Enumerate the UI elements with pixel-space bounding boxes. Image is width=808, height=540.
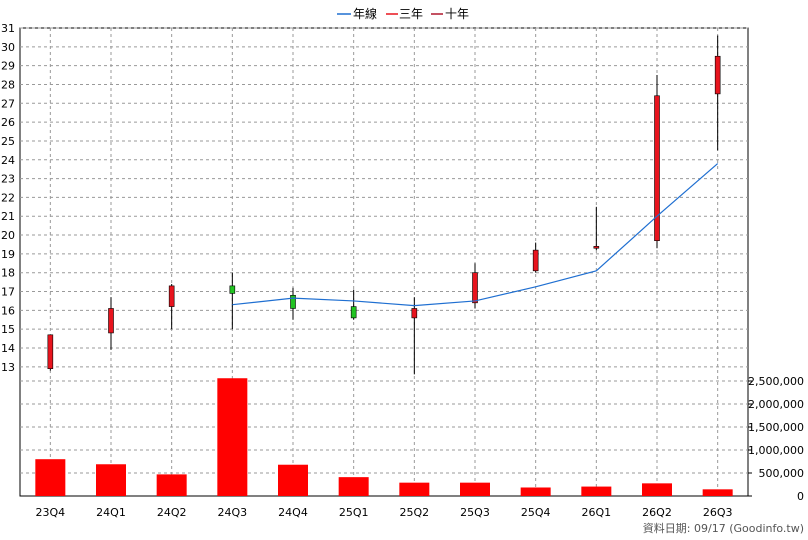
volume-bar	[460, 482, 490, 496]
x-tick-label: 24Q4	[278, 506, 308, 519]
price-tick-label: 21	[1, 210, 15, 223]
volume-bar	[338, 477, 369, 496]
price-tick-label: 30	[1, 41, 15, 54]
x-axis-ticks: 23Q4 24Q1 24Q2 24Q3 24Q4 25Q1 25Q2 25Q3 25Q4 26Q1…	[36, 506, 733, 519]
volume-bar	[399, 482, 430, 496]
x-tick-label: 25Q4	[521, 506, 551, 519]
x-tick-label: 25Q2	[400, 506, 430, 519]
price-tick-label: 23	[1, 173, 15, 186]
volume-tick-label: 0	[797, 490, 804, 503]
candle-body	[472, 272, 478, 304]
volume-tick-label: 2,000,000	[748, 398, 804, 411]
candle-body	[290, 294, 296, 309]
x-tick-label: 23Q4	[36, 506, 66, 519]
candle-body	[532, 249, 539, 272]
x-tick-label: 26Q2	[642, 506, 672, 519]
plot-frame	[19, 27, 749, 497]
x-tick-label: 25Q1	[339, 506, 369, 519]
price-tick-label: 16	[1, 304, 15, 317]
legend-label-three-year: 三年	[399, 7, 423, 21]
price-tick-label: 20	[1, 229, 15, 242]
candle-body	[714, 55, 721, 95]
volume-tick-label: 1,000,000	[748, 444, 804, 457]
annual-line-series	[232, 163, 719, 307]
volume-bar	[217, 378, 248, 496]
volume-bar	[642, 483, 672, 496]
price-tick-label: 25	[1, 135, 15, 148]
data-date-footer: 資料日期: 09/17 (Goodinfo.tw)	[643, 521, 804, 535]
volume-bar	[702, 489, 733, 496]
price-tick-label: 28	[1, 78, 15, 91]
candle-body	[229, 285, 236, 294]
price-tick-label: 17	[1, 286, 15, 299]
volume-bars	[35, 378, 733, 496]
price-tick-label: 26	[1, 116, 15, 129]
x-tick-label: 24Q1	[96, 506, 126, 519]
price-tick-label: 22	[1, 191, 15, 204]
price-tick-label: 13	[1, 361, 15, 374]
price-tick-label: 27	[1, 97, 15, 110]
price-tick-label: 18	[1, 267, 15, 280]
volume-bar	[156, 474, 187, 496]
price-tick-label: 24	[1, 154, 15, 167]
price-tick-label: 31	[1, 22, 15, 35]
price-tick-label: 14	[1, 342, 15, 355]
volume-tick-label: 500,000	[759, 467, 805, 480]
legend: 年線 三年 十年	[337, 6, 469, 21]
price-tick-label: 15	[1, 323, 15, 336]
volume-bar	[278, 464, 308, 496]
volume-bar	[520, 487, 551, 496]
legend-label-ten-year: 十年	[445, 7, 469, 21]
x-tick-label: 24Q3	[218, 506, 248, 519]
candle-body	[654, 95, 660, 242]
price-tick-label: 29	[1, 60, 15, 73]
candle-body	[350, 306, 357, 319]
legend-label-annual-line: 年線	[353, 6, 377, 21]
candle-body	[411, 308, 418, 319]
candle-body	[593, 246, 600, 249]
candle-body	[168, 285, 175, 307]
x-tick-label: 26Q3	[703, 506, 733, 519]
candle-body	[47, 334, 54, 370]
candle-body	[108, 308, 114, 334]
x-tick-label: 24Q2	[157, 506, 187, 519]
x-tick-label: 26Q1	[582, 506, 612, 519]
grid	[20, 27, 748, 496]
candlesticks	[47, 35, 721, 375]
volume-bar	[581, 486, 612, 496]
volume-bar	[96, 464, 126, 496]
price-axis-ticks: 13 14 15 16 17 18 19 20 21 22 23 24 25 26 27 28 29 30 31	[1, 22, 15, 374]
volume-axis-ticks: 0 500,000 1,000,000 1,500,000 2,000,000 2,500…	[748, 375, 804, 503]
price-tick-label: 19	[1, 248, 15, 261]
annual-line	[232, 163, 719, 307]
volume-tick-label: 1,500,000	[748, 421, 804, 434]
x-tick-label: 25Q3	[460, 506, 490, 519]
volume-tick-label: 2,500,000	[748, 375, 804, 388]
volume-bar	[35, 459, 66, 496]
